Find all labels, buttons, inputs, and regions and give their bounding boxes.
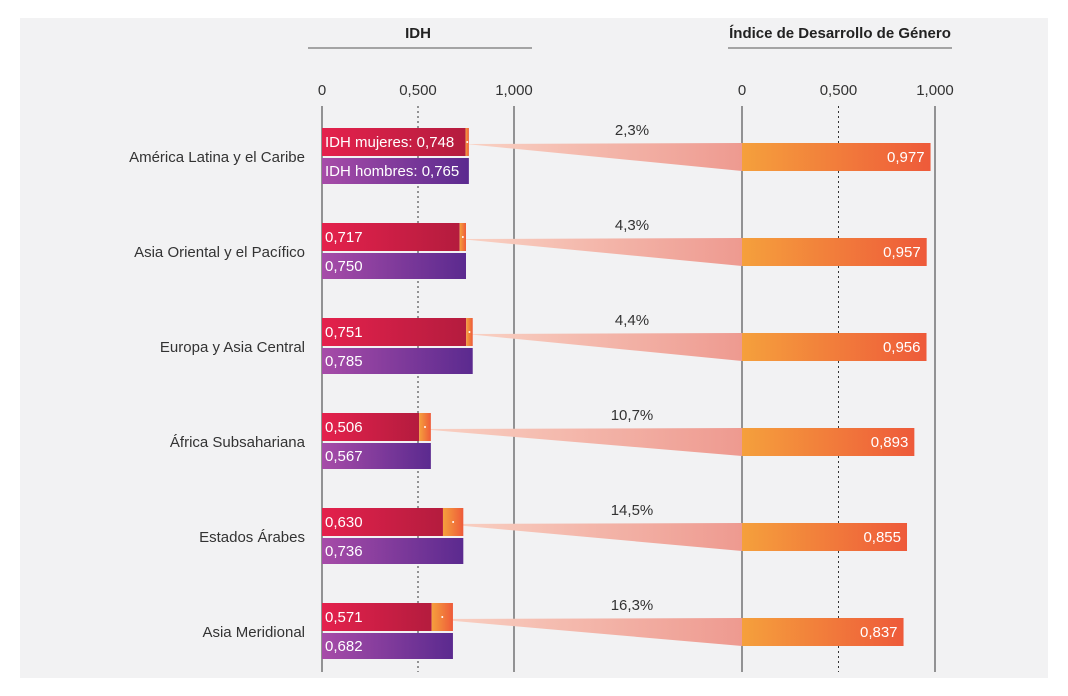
- category-label: Europa y Asia Central: [160, 339, 305, 356]
- difference-dot: [466, 141, 469, 143]
- panel-title: Índice de Desarrollo de Género: [729, 25, 951, 42]
- gap-wedge: [419, 428, 742, 456]
- bar-men: [322, 253, 466, 279]
- x-tick-label: 0: [738, 82, 746, 99]
- value-label: 0,717: [325, 229, 363, 246]
- value-label: 0,630: [325, 514, 363, 531]
- bar-women: [322, 413, 420, 441]
- bar-gdi: [742, 333, 927, 361]
- bar-women: [322, 223, 460, 251]
- gap-wedge: [465, 143, 742, 171]
- gap-label: 14,5%: [611, 502, 654, 519]
- bar-men: [322, 158, 469, 184]
- gap-label: 4,3%: [615, 217, 649, 234]
- bar-men: [322, 443, 431, 469]
- panel-title: IDH: [405, 25, 431, 42]
- value-label: 0,736: [325, 543, 363, 560]
- value-label: 0,571: [325, 609, 363, 626]
- bar-men: [322, 538, 464, 564]
- category-label: Asia Oriental y el Pacífico: [134, 244, 305, 261]
- gap-wedge: [459, 238, 742, 266]
- value-label: 0,893: [871, 434, 909, 451]
- gap-label: 2,3%: [615, 122, 649, 139]
- bar-gdi: [742, 618, 904, 646]
- bar-men: [322, 348, 473, 374]
- difference-dot: [468, 331, 471, 333]
- gap-wedge: [466, 333, 742, 361]
- bar-gdi: [742, 238, 927, 266]
- category-label: Asia Meridional: [202, 624, 305, 641]
- x-tick-label: 0: [318, 82, 326, 99]
- x-tick-label: 0,500: [820, 82, 858, 99]
- difference-dot: [441, 616, 444, 618]
- value-label: IDH hombres: 0,765: [325, 163, 459, 180]
- gap-wedge: [442, 523, 742, 551]
- x-tick-label: 1,000: [916, 82, 954, 99]
- gap-label: 16,3%: [611, 597, 654, 614]
- bar-women: [322, 603, 432, 631]
- value-label: 0,977: [887, 149, 925, 166]
- bar-men: [322, 633, 453, 659]
- gap-label: 10,7%: [611, 407, 654, 424]
- difference-dot: [424, 426, 427, 428]
- gap-wedge: [431, 618, 742, 646]
- value-label: 0,751: [325, 324, 363, 341]
- x-tick-label: 1,000: [495, 82, 533, 99]
- category-label: África Subsahariana: [170, 434, 306, 451]
- bar-women: [322, 128, 466, 156]
- difference-dot: [452, 521, 455, 523]
- category-label: Estados Árabes: [199, 529, 305, 546]
- x-tick-label: 0,500: [399, 82, 437, 99]
- difference-dot: [461, 236, 464, 238]
- bar-women: [322, 318, 467, 346]
- value-label: 0,750: [325, 258, 363, 275]
- gap-label: 4,4%: [615, 312, 649, 329]
- bar-women: [322, 508, 443, 536]
- value-label: 0,506: [325, 419, 363, 436]
- value-label: IDH mujeres: 0,748: [325, 134, 454, 151]
- value-label: 0,855: [863, 529, 901, 546]
- value-label: 0,837: [860, 624, 898, 641]
- value-label: 0,785: [325, 353, 363, 370]
- value-label: 0,682: [325, 638, 363, 655]
- value-label: 0,567: [325, 448, 363, 465]
- bar-gdi: [742, 523, 908, 551]
- bar-gdi: [742, 428, 915, 456]
- category-label: América Latina y el Caribe: [129, 149, 305, 166]
- value-label: 0,957: [883, 244, 921, 261]
- bar-gdi: [742, 143, 931, 171]
- value-label: 0,956: [883, 339, 921, 356]
